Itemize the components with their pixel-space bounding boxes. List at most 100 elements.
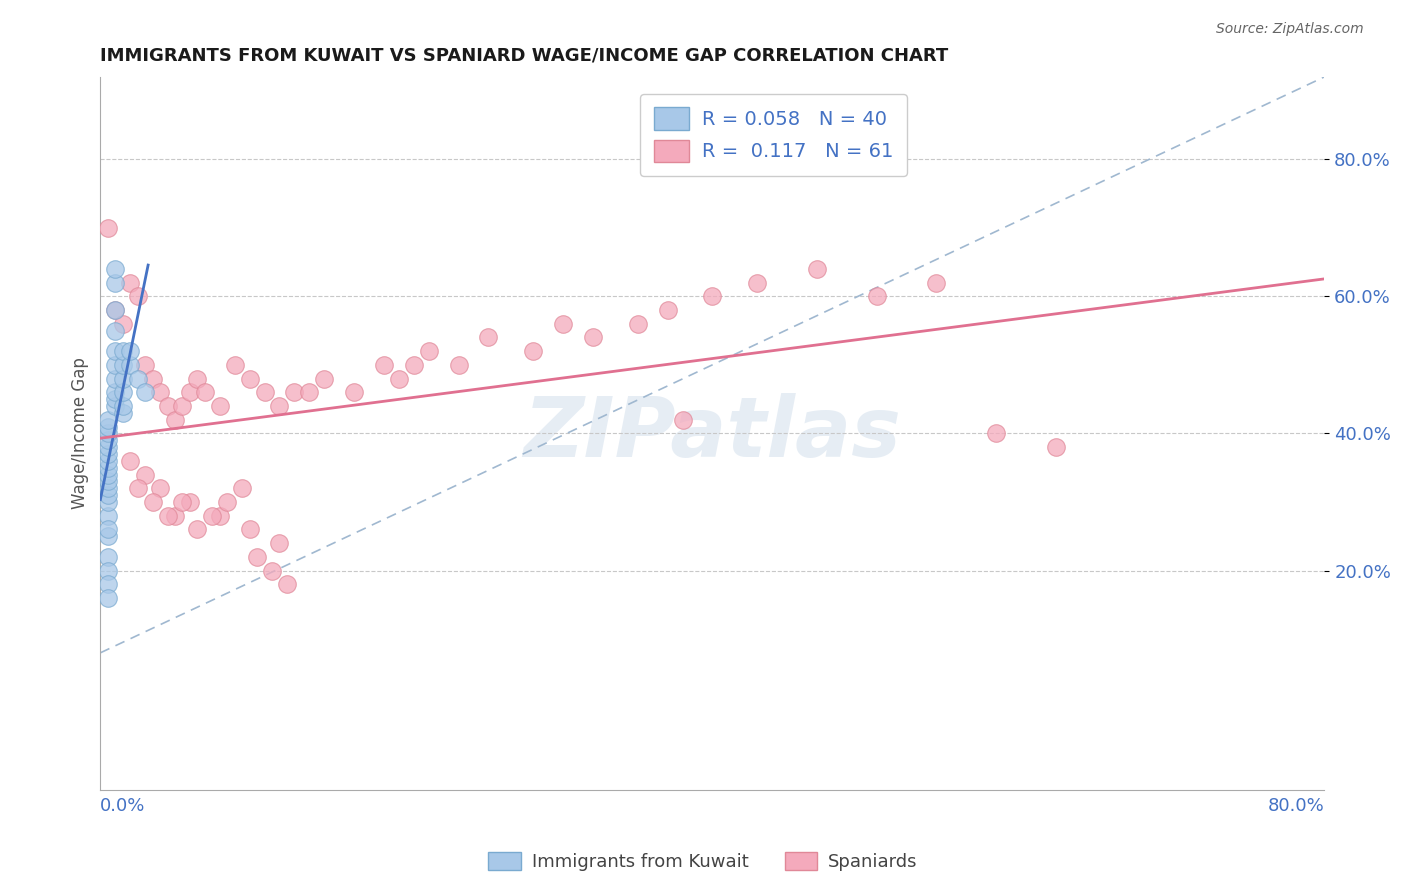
Point bbox=[97, 440, 120, 454]
Point bbox=[97, 220, 120, 235]
Point bbox=[217, 495, 239, 509]
Point bbox=[373, 358, 395, 372]
Point bbox=[747, 276, 769, 290]
Point bbox=[120, 276, 142, 290]
Point bbox=[120, 344, 142, 359]
Point bbox=[111, 406, 134, 420]
Point bbox=[269, 536, 291, 550]
Point bbox=[104, 303, 127, 318]
Point bbox=[142, 495, 165, 509]
Text: 0.0%: 0.0% bbox=[100, 797, 146, 814]
Point bbox=[298, 385, 321, 400]
Point bbox=[269, 399, 291, 413]
Legend: R = 0.058   N = 40, R =  0.117   N = 61: R = 0.058 N = 40, R = 0.117 N = 61 bbox=[640, 94, 907, 176]
Point bbox=[657, 303, 679, 318]
Point bbox=[551, 317, 574, 331]
Point bbox=[111, 317, 134, 331]
Point bbox=[172, 399, 194, 413]
Text: Source: ZipAtlas.com: Source: ZipAtlas.com bbox=[1216, 22, 1364, 37]
Point bbox=[104, 385, 127, 400]
Point bbox=[97, 475, 120, 489]
Point bbox=[134, 358, 156, 372]
Point bbox=[97, 447, 120, 461]
Point bbox=[111, 385, 134, 400]
Point bbox=[120, 358, 142, 372]
Point bbox=[134, 385, 156, 400]
Point bbox=[97, 419, 120, 434]
Point bbox=[104, 276, 127, 290]
Point bbox=[97, 523, 120, 537]
Point bbox=[208, 508, 231, 523]
Point bbox=[671, 413, 693, 427]
Point bbox=[806, 261, 828, 276]
Point bbox=[97, 508, 120, 523]
Y-axis label: Wage/Income Gap: Wage/Income Gap bbox=[72, 358, 89, 509]
Point bbox=[194, 385, 217, 400]
Point bbox=[283, 385, 305, 400]
Point bbox=[276, 577, 298, 591]
Point bbox=[447, 358, 470, 372]
Point bbox=[104, 344, 127, 359]
Point bbox=[627, 317, 650, 331]
Point bbox=[134, 467, 156, 482]
Point bbox=[127, 289, 149, 303]
Point bbox=[97, 454, 120, 468]
Point bbox=[97, 460, 120, 475]
Point bbox=[97, 591, 120, 605]
Point bbox=[127, 371, 149, 385]
Point bbox=[984, 426, 1007, 441]
Point bbox=[149, 481, 172, 495]
Point bbox=[253, 385, 276, 400]
Point bbox=[172, 495, 194, 509]
Point bbox=[156, 508, 179, 523]
Point bbox=[97, 529, 120, 543]
Point bbox=[97, 495, 120, 509]
Point bbox=[186, 523, 208, 537]
Point bbox=[314, 371, 336, 385]
Point bbox=[111, 358, 134, 372]
Point bbox=[104, 392, 127, 406]
Point bbox=[120, 454, 142, 468]
Text: IMMIGRANTS FROM KUWAIT VS SPANIARD WAGE/INCOME GAP CORRELATION CHART: IMMIGRANTS FROM KUWAIT VS SPANIARD WAGE/… bbox=[100, 46, 949, 64]
Point bbox=[231, 481, 253, 495]
Point bbox=[1045, 440, 1067, 454]
Point bbox=[97, 488, 120, 502]
Point bbox=[208, 399, 231, 413]
Point bbox=[163, 413, 186, 427]
Point bbox=[477, 330, 499, 344]
Text: ZIPatlas: ZIPatlas bbox=[523, 392, 901, 474]
Legend: Immigrants from Kuwait, Spaniards: Immigrants from Kuwait, Spaniards bbox=[481, 845, 925, 879]
Point bbox=[343, 385, 366, 400]
Point bbox=[97, 413, 120, 427]
Point bbox=[582, 330, 605, 344]
Point bbox=[104, 358, 127, 372]
Point bbox=[224, 358, 246, 372]
Point bbox=[104, 399, 127, 413]
Point bbox=[179, 385, 201, 400]
Point bbox=[97, 564, 120, 578]
Point bbox=[111, 344, 134, 359]
Point bbox=[97, 577, 120, 591]
Point bbox=[925, 276, 948, 290]
Point bbox=[246, 549, 269, 564]
Point bbox=[260, 564, 283, 578]
Point bbox=[163, 508, 186, 523]
Point bbox=[239, 371, 262, 385]
Point bbox=[388, 371, 411, 385]
Point bbox=[149, 385, 172, 400]
Point bbox=[104, 261, 127, 276]
Point bbox=[97, 434, 120, 448]
Point bbox=[104, 303, 127, 318]
Point bbox=[702, 289, 724, 303]
Point bbox=[97, 481, 120, 495]
Point bbox=[186, 371, 208, 385]
Point bbox=[239, 523, 262, 537]
Point bbox=[156, 399, 179, 413]
Point bbox=[522, 344, 544, 359]
Point bbox=[179, 495, 201, 509]
Point bbox=[142, 371, 165, 385]
Point bbox=[402, 358, 425, 372]
Text: 80.0%: 80.0% bbox=[1268, 797, 1324, 814]
Point bbox=[418, 344, 440, 359]
Point bbox=[104, 324, 127, 338]
